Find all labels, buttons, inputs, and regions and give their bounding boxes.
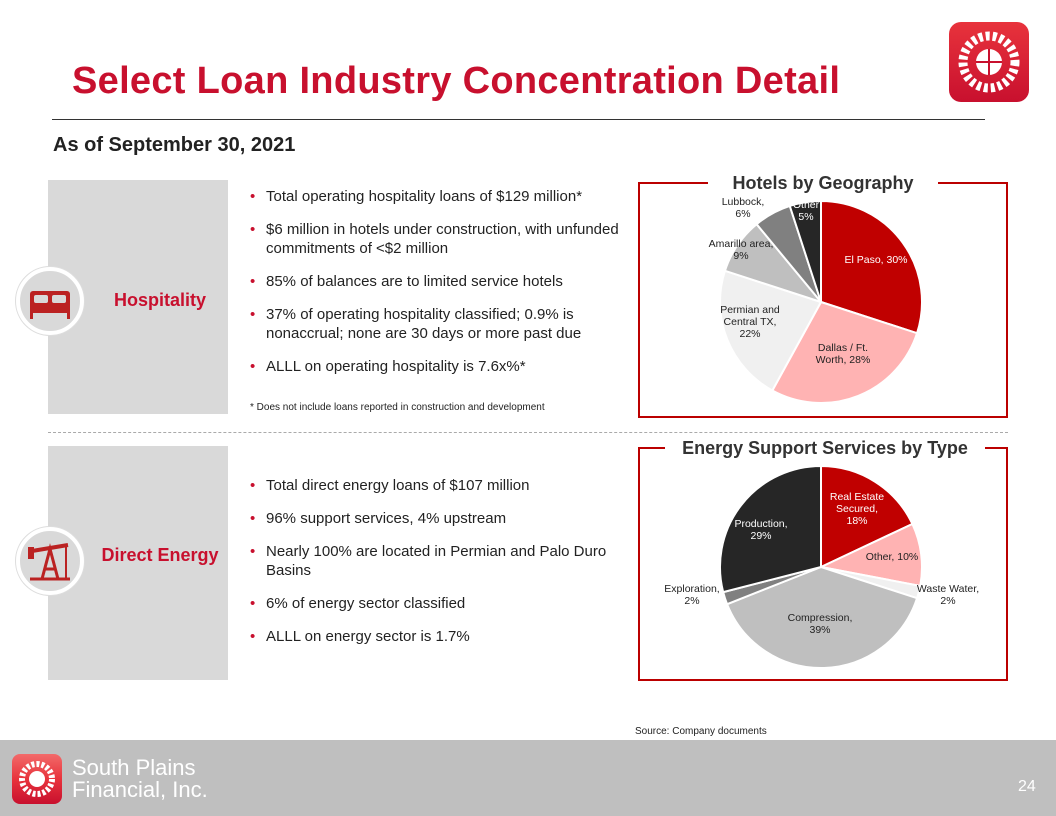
- bullet: ALLL on operating hospitality is 7.6x%*: [250, 357, 625, 376]
- section-divider: [48, 432, 1008, 433]
- pie-slice-production: [719, 464, 822, 594]
- bullet: Total direct energy loans of $107 millio…: [250, 476, 630, 495]
- pie-data-label: Other, 10%: [866, 551, 919, 563]
- bullet: 6% of energy sector classified: [250, 594, 630, 613]
- page-title: Select Loan Industry Concentration Detai…: [72, 60, 841, 102]
- footnote: * Does not include loans reported in con…: [250, 402, 545, 413]
- company-name-line2: Financial, Inc.: [72, 777, 208, 802]
- pie-data-label: Compression, 39%: [788, 612, 853, 636]
- source-note: Source: Company documents: [635, 726, 767, 737]
- pie-data-label: Exploration, 2%: [664, 583, 719, 607]
- energy-bullets: Total direct energy loans of $107 millio…: [250, 476, 630, 660]
- pie-slice-permian-and-central-tx: [719, 269, 823, 392]
- pie-data-label: Dallas / Ft. Worth, 28%: [816, 342, 871, 366]
- pie-slice-el-paso: [820, 199, 923, 335]
- pie-slice-compression: [725, 565, 919, 669]
- pie-data-label: Production, 29%: [734, 518, 787, 542]
- pie-data-label: Other 5%: [793, 199, 820, 223]
- pie-data-label: Waste Water, 2%: [917, 583, 979, 607]
- hospitality-bullets: Total operating hospitality loans of $12…: [250, 187, 625, 390]
- bullet: $6 million in hotels under construction,…: [250, 220, 625, 258]
- wheel-icon: [958, 31, 1020, 93]
- energy-label: Direct Energy: [101, 545, 219, 565]
- bullet: 96% support services, 4% upstream: [250, 509, 630, 528]
- pie-data-label: Real Estate Secured, 18%: [830, 491, 884, 527]
- pie-slice-dallas-ft-worth: [770, 300, 919, 404]
- pie-data-label: Lubbock, 6%: [722, 196, 765, 220]
- footer-bar: [0, 740, 1056, 816]
- bullet: 37% of operating hospitality classified;…: [250, 305, 625, 343]
- oil-pump-icon: [16, 527, 84, 595]
- pie-slice-real-estate-secured: [820, 464, 914, 569]
- energy-chart-title: Energy Support Services by Type: [665, 438, 985, 459]
- as-of-date: As of September 30, 2021: [53, 134, 296, 156]
- wheel-icon: [19, 761, 55, 797]
- company-logo: [949, 22, 1029, 102]
- pie-data-label: El Paso, 30%: [844, 254, 907, 266]
- page-number: 24: [1018, 778, 1036, 795]
- company-name-line1: South Plains: [72, 755, 196, 780]
- footer-logo: [12, 754, 62, 804]
- bullet: Total operating hospitality loans of $12…: [250, 187, 625, 206]
- hotels-chart-title: Hotels by Geography: [708, 173, 938, 194]
- title-divider: [52, 119, 985, 120]
- company-name: South Plains Financial, Inc.: [72, 757, 208, 801]
- pie-data-label: Amarillo area, 9%: [709, 238, 774, 262]
- pie-data-label: Permian and Central TX, 22%: [720, 304, 780, 340]
- bed-icon: [16, 267, 84, 335]
- pie-slice-other: [788, 199, 822, 303]
- bullet: ALLL on energy sector is 1.7%: [250, 627, 630, 646]
- bullet: Nearly 100% are located in Permian and P…: [250, 542, 630, 580]
- bullet: 85% of balances are to limited service h…: [250, 272, 625, 291]
- pie-charts: El Paso, 30% Dallas / Ft. Worth, 28% Permia…: [664, 196, 979, 669]
- hospitality-label: Hospitality: [113, 290, 206, 310]
